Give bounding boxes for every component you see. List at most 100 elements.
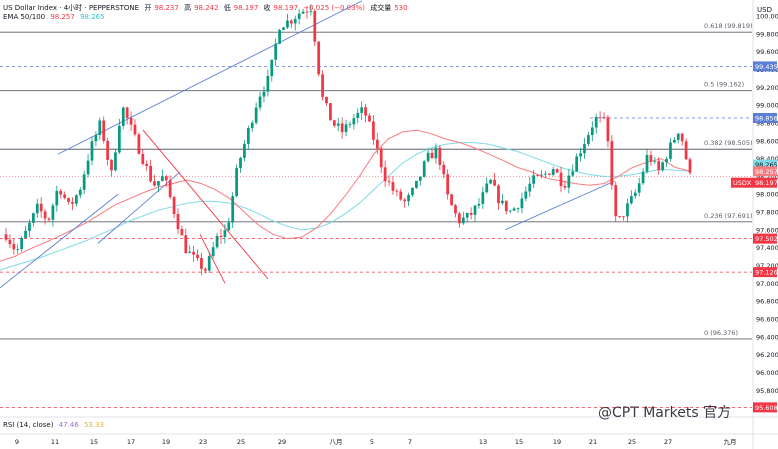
rsi-legend[interactable]: RSI (14, close) 47.46 53.33 [3,421,107,429]
fib-label: 0.236 (97.691) [704,212,753,220]
candle-body [626,203,629,217]
candle-body [504,200,508,212]
fib-labels: 0.618 (99.819) 0.5 (99.162) 0.382 (98.505)… [704,22,753,337]
candle-body [313,10,317,42]
candle-body [532,175,536,184]
y-tick-label: 97.800 [756,209,778,217]
candle-body [348,124,352,126]
candle-body [176,214,180,230]
x-tick-label: 23 [199,438,207,446]
trendline [142,129,269,280]
candle-body [223,230,227,237]
candle-body [200,257,203,269]
candle-body [649,155,653,162]
x-tick-label: 9 [15,438,19,446]
candle-body [43,211,47,219]
candle-body [51,205,55,220]
level-tag-label: 95.608 [755,404,778,412]
y-tick-label: 97.000 [756,280,778,288]
candle-body [8,239,12,245]
candle-body [133,124,137,135]
x-tick-label: 25 [237,438,245,446]
candle-body [379,148,383,168]
candle-body [121,107,125,126]
y-tick-label: 100.000 [756,13,778,21]
candle-body [203,268,207,271]
x-tick-label: 21 [589,438,597,446]
time-axis[interactable]: 9 11 15 17 19 23 25 29 八月 5 7 13 15 19 21 25 27 九月 [0,416,778,446]
ema-legend[interactable]: EMA 50/100 98.257 98.265 [3,13,108,21]
candle-body [465,212,469,218]
rsi-label: RSI (14, close) [3,421,54,429]
candle-body [274,43,278,60]
level-tag-label: 97.126 [755,269,778,277]
candle-body [645,155,649,172]
x-tick-label: 九月 [724,437,737,446]
candle-body [618,216,622,217]
rsi-value-2: 53.33 [83,421,105,429]
candle-body [434,147,438,159]
x-tick-label: 5 [370,438,374,446]
candle-body [672,139,676,143]
ema50-line [0,129,691,262]
symbol-tag [731,177,753,188]
y-tick-label: 95.800 [756,387,778,395]
ema-label: EMA 50/100 [3,13,46,21]
candle-body [508,210,512,212]
y-tick-label: 96.800 [756,298,778,306]
y-tick-label: 98.200 [756,173,778,181]
candle-body [426,152,430,162]
candle-body [219,235,223,237]
price-axis-bg [753,0,778,449]
candle-body [555,169,559,173]
candle-body [196,254,199,258]
candle-body [458,213,461,224]
price-axis[interactable]: USD100.00099.80099.60099.40099.20099.000… [731,0,778,449]
ema-lines [0,129,691,271]
candle-body [368,115,371,122]
candle-body [336,123,340,126]
candle-body [4,234,8,240]
y-tick-label: 99.200 [756,84,778,92]
candle-body [680,133,684,142]
ema50-value: 98.257 [50,13,75,21]
candle-body [86,160,90,175]
ema100-value: 98.265 [80,13,105,21]
candle-body [282,27,285,30]
candle-body [262,91,266,97]
candle-body [164,176,168,181]
candle-body [637,183,641,193]
candle-body [98,120,102,136]
candle-body [676,133,680,140]
x-tick-label: 19 [553,438,561,446]
x-tick-label: 17 [127,438,135,446]
candle-body [512,208,516,211]
candle-body [641,171,645,184]
candle-body [270,59,274,77]
x-tick-label: 八月 [330,438,343,446]
candle-body [141,153,145,164]
candle-body [547,173,551,175]
y-tick-label: 99.600 [756,48,778,56]
candle-body [501,200,504,204]
candle-body [250,122,254,129]
change-value: −0.025 (−0.03%) [303,4,365,12]
candle-body [352,118,356,125]
candle-body [74,195,78,204]
candle-body [125,107,129,118]
candle-body [383,167,387,182]
candle-body [254,107,258,123]
candle-body [317,41,321,75]
candle-body [454,205,457,214]
candle-body [47,218,51,220]
candle-body [24,230,27,238]
candle-body [493,179,496,186]
volume-value: 530 [394,4,408,12]
candle-body [231,196,235,223]
y-tick-label: 98.000 [756,191,778,199]
candle-body [153,181,156,186]
candle-body [297,13,301,19]
candle-body [94,135,98,142]
y-tick-label: 96.200 [756,351,778,359]
